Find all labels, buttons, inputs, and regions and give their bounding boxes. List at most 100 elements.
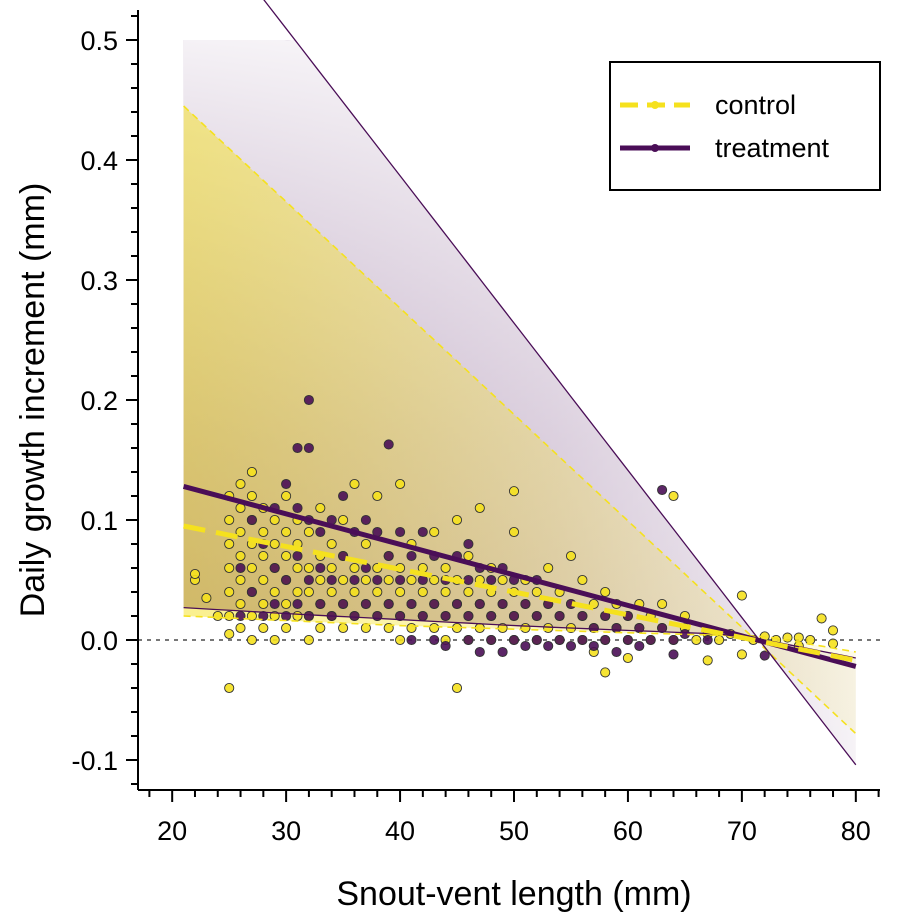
control-point	[281, 622, 292, 634]
treatment-point	[474, 598, 485, 610]
x-tick-label: 80	[841, 816, 871, 846]
control-point	[451, 682, 463, 694]
control-point	[269, 634, 280, 646]
treatment-point	[326, 574, 337, 586]
treatment-point	[235, 562, 246, 574]
control-fit-line	[183, 523, 857, 663]
control-point	[372, 586, 383, 598]
treatment-point	[406, 550, 417, 562]
treatment-point	[497, 598, 508, 610]
treatment-point	[520, 640, 531, 652]
y-tick-label: 0.2	[80, 386, 118, 416]
control-point	[338, 622, 349, 634]
control-point	[212, 610, 223, 622]
control-point	[292, 562, 303, 574]
treatment-point	[622, 634, 633, 646]
treatment-point	[303, 610, 314, 622]
treatment-point	[246, 586, 257, 598]
control-point	[440, 586, 451, 598]
control-point	[508, 486, 520, 497]
control-point	[395, 634, 406, 646]
control-band-lower	[183, 615, 856, 653]
y-tick-label: 0.3	[80, 266, 118, 296]
treatment-point	[486, 610, 497, 622]
legend: control treatment	[609, 61, 881, 191]
treatment-point	[292, 442, 303, 454]
control-point	[349, 562, 360, 574]
treatment-point	[463, 574, 474, 586]
treatment-point	[406, 598, 417, 610]
control-point	[577, 574, 588, 586]
control-point	[463, 586, 474, 598]
treatment-point	[497, 646, 508, 658]
treatment-point	[486, 574, 497, 586]
control-point	[383, 574, 394, 586]
control-point	[360, 574, 371, 586]
treatment-point	[611, 646, 622, 658]
control-point	[189, 568, 201, 580]
treatment-point	[440, 640, 451, 652]
treatment-point	[429, 598, 440, 610]
treatment-point	[554, 610, 565, 622]
treatment-point	[395, 610, 406, 622]
control-point	[292, 610, 303, 622]
control-point	[702, 655, 713, 666]
control-point	[224, 682, 235, 694]
control-point	[429, 574, 440, 586]
control-point	[224, 628, 235, 640]
treatment-point	[759, 650, 770, 661]
control-point	[224, 610, 235, 622]
treatment-point	[520, 598, 531, 610]
treatment-point	[668, 649, 679, 660]
control-point	[360, 538, 371, 550]
treatment-point	[281, 574, 292, 586]
control-point	[235, 598, 246, 610]
control-point	[269, 514, 280, 526]
control-point	[338, 574, 349, 586]
treatment-point	[417, 526, 428, 538]
control-point	[224, 538, 235, 550]
control-point	[497, 574, 508, 586]
control-point	[224, 586, 235, 598]
control-point	[315, 574, 326, 586]
control-point	[246, 490, 257, 502]
control-point	[406, 574, 417, 586]
treatment-point	[303, 394, 314, 406]
treatment-point	[292, 550, 303, 562]
treatment-point	[611, 622, 622, 634]
treatment-point	[702, 634, 713, 646]
treatment-band-upper	[263, 0, 857, 766]
control-point	[406, 622, 417, 634]
treatment-point	[474, 646, 485, 658]
x-ticks: 20 30 40 50 60 70 80	[148, 790, 880, 846]
treatment-point	[634, 640, 645, 652]
control-point	[281, 490, 292, 502]
control-point	[543, 622, 554, 634]
control-point	[201, 592, 212, 604]
treatment-point	[668, 634, 679, 646]
control-point	[326, 586, 337, 598]
legend-marker-treatment	[651, 144, 659, 152]
control-point	[281, 550, 292, 562]
treatment-point	[281, 478, 292, 490]
control-point	[714, 634, 725, 646]
treatment-point	[588, 622, 599, 634]
treatment-point	[600, 634, 611, 646]
treatment-point	[463, 610, 474, 622]
treatment-point	[577, 610, 588, 622]
treatment-point	[315, 526, 326, 538]
control-point	[246, 562, 257, 574]
x-tick-label: 70	[727, 816, 757, 846]
treatment-point	[383, 439, 394, 450]
y-axis-title: Daily growth increment (mm)	[14, 183, 52, 618]
treatment-point	[565, 640, 577, 652]
control-point	[235, 526, 246, 538]
data-points	[189, 394, 839, 694]
control-point	[258, 598, 269, 610]
control-point	[508, 526, 520, 538]
control-point	[258, 574, 269, 586]
control-point	[349, 586, 360, 598]
control-point	[326, 562, 337, 574]
control-point	[258, 550, 269, 562]
